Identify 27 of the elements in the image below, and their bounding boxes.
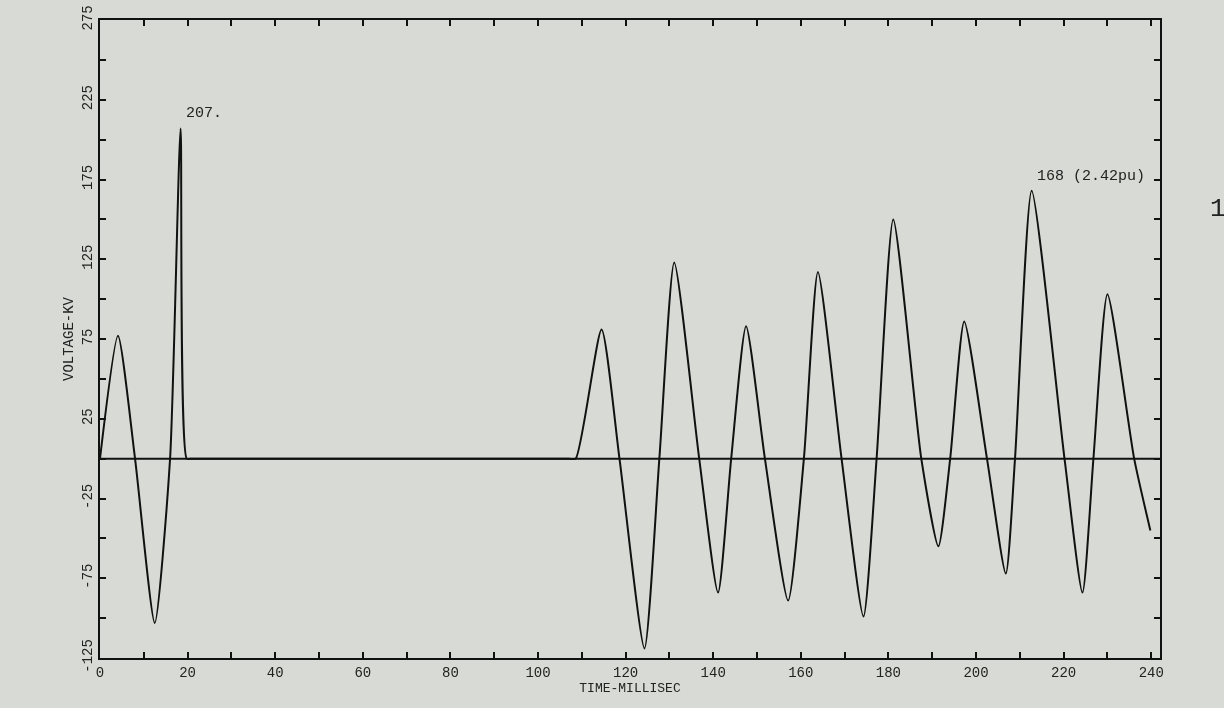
x-tick-label: 160 xyxy=(788,664,814,681)
annotation: 207. xyxy=(186,105,223,122)
y-tick-label: 275 xyxy=(80,5,97,31)
y-tick-label: -75 xyxy=(80,563,97,589)
y-axis-title: VOLTAGE-KV xyxy=(60,296,77,382)
y-tick-label: 125 xyxy=(80,244,97,270)
x-tick-label: 0 xyxy=(95,664,105,681)
y-tick-label: 25 xyxy=(80,408,97,426)
x-tick-label: 120 xyxy=(613,664,639,681)
x-tick-label: 60 xyxy=(354,664,372,681)
y-tick-label: 75 xyxy=(80,328,97,346)
x-tick-label: 40 xyxy=(266,664,284,681)
x-tick-label: 80 xyxy=(442,664,459,681)
x-tick-label: 180 xyxy=(875,664,902,681)
x-tick-label: 200 xyxy=(963,664,989,681)
x-tick-label: 220 xyxy=(1051,664,1077,681)
y-tick-label: 175 xyxy=(80,164,97,191)
y-tick-label: -125 xyxy=(80,639,97,673)
x-tick-label: 240 xyxy=(1138,664,1164,681)
x-axis-title: TIME-MILLISEC xyxy=(579,680,681,696)
y-tick-label: 225 xyxy=(80,85,97,111)
y-tick-label: -25 xyxy=(80,483,97,510)
x-tick-label: 140 xyxy=(700,664,726,681)
annotation: 168 (2.42pu) xyxy=(1037,168,1146,185)
text: 1 xyxy=(1210,194,1224,224)
x-tick-label: 100 xyxy=(525,664,551,681)
x-tick-label: 20 xyxy=(179,664,197,681)
